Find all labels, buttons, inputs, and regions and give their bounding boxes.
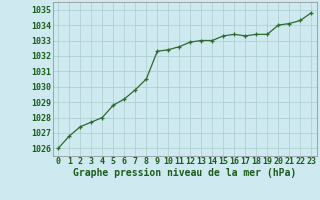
X-axis label: Graphe pression niveau de la mer (hPa): Graphe pression niveau de la mer (hPa) <box>73 168 296 178</box>
